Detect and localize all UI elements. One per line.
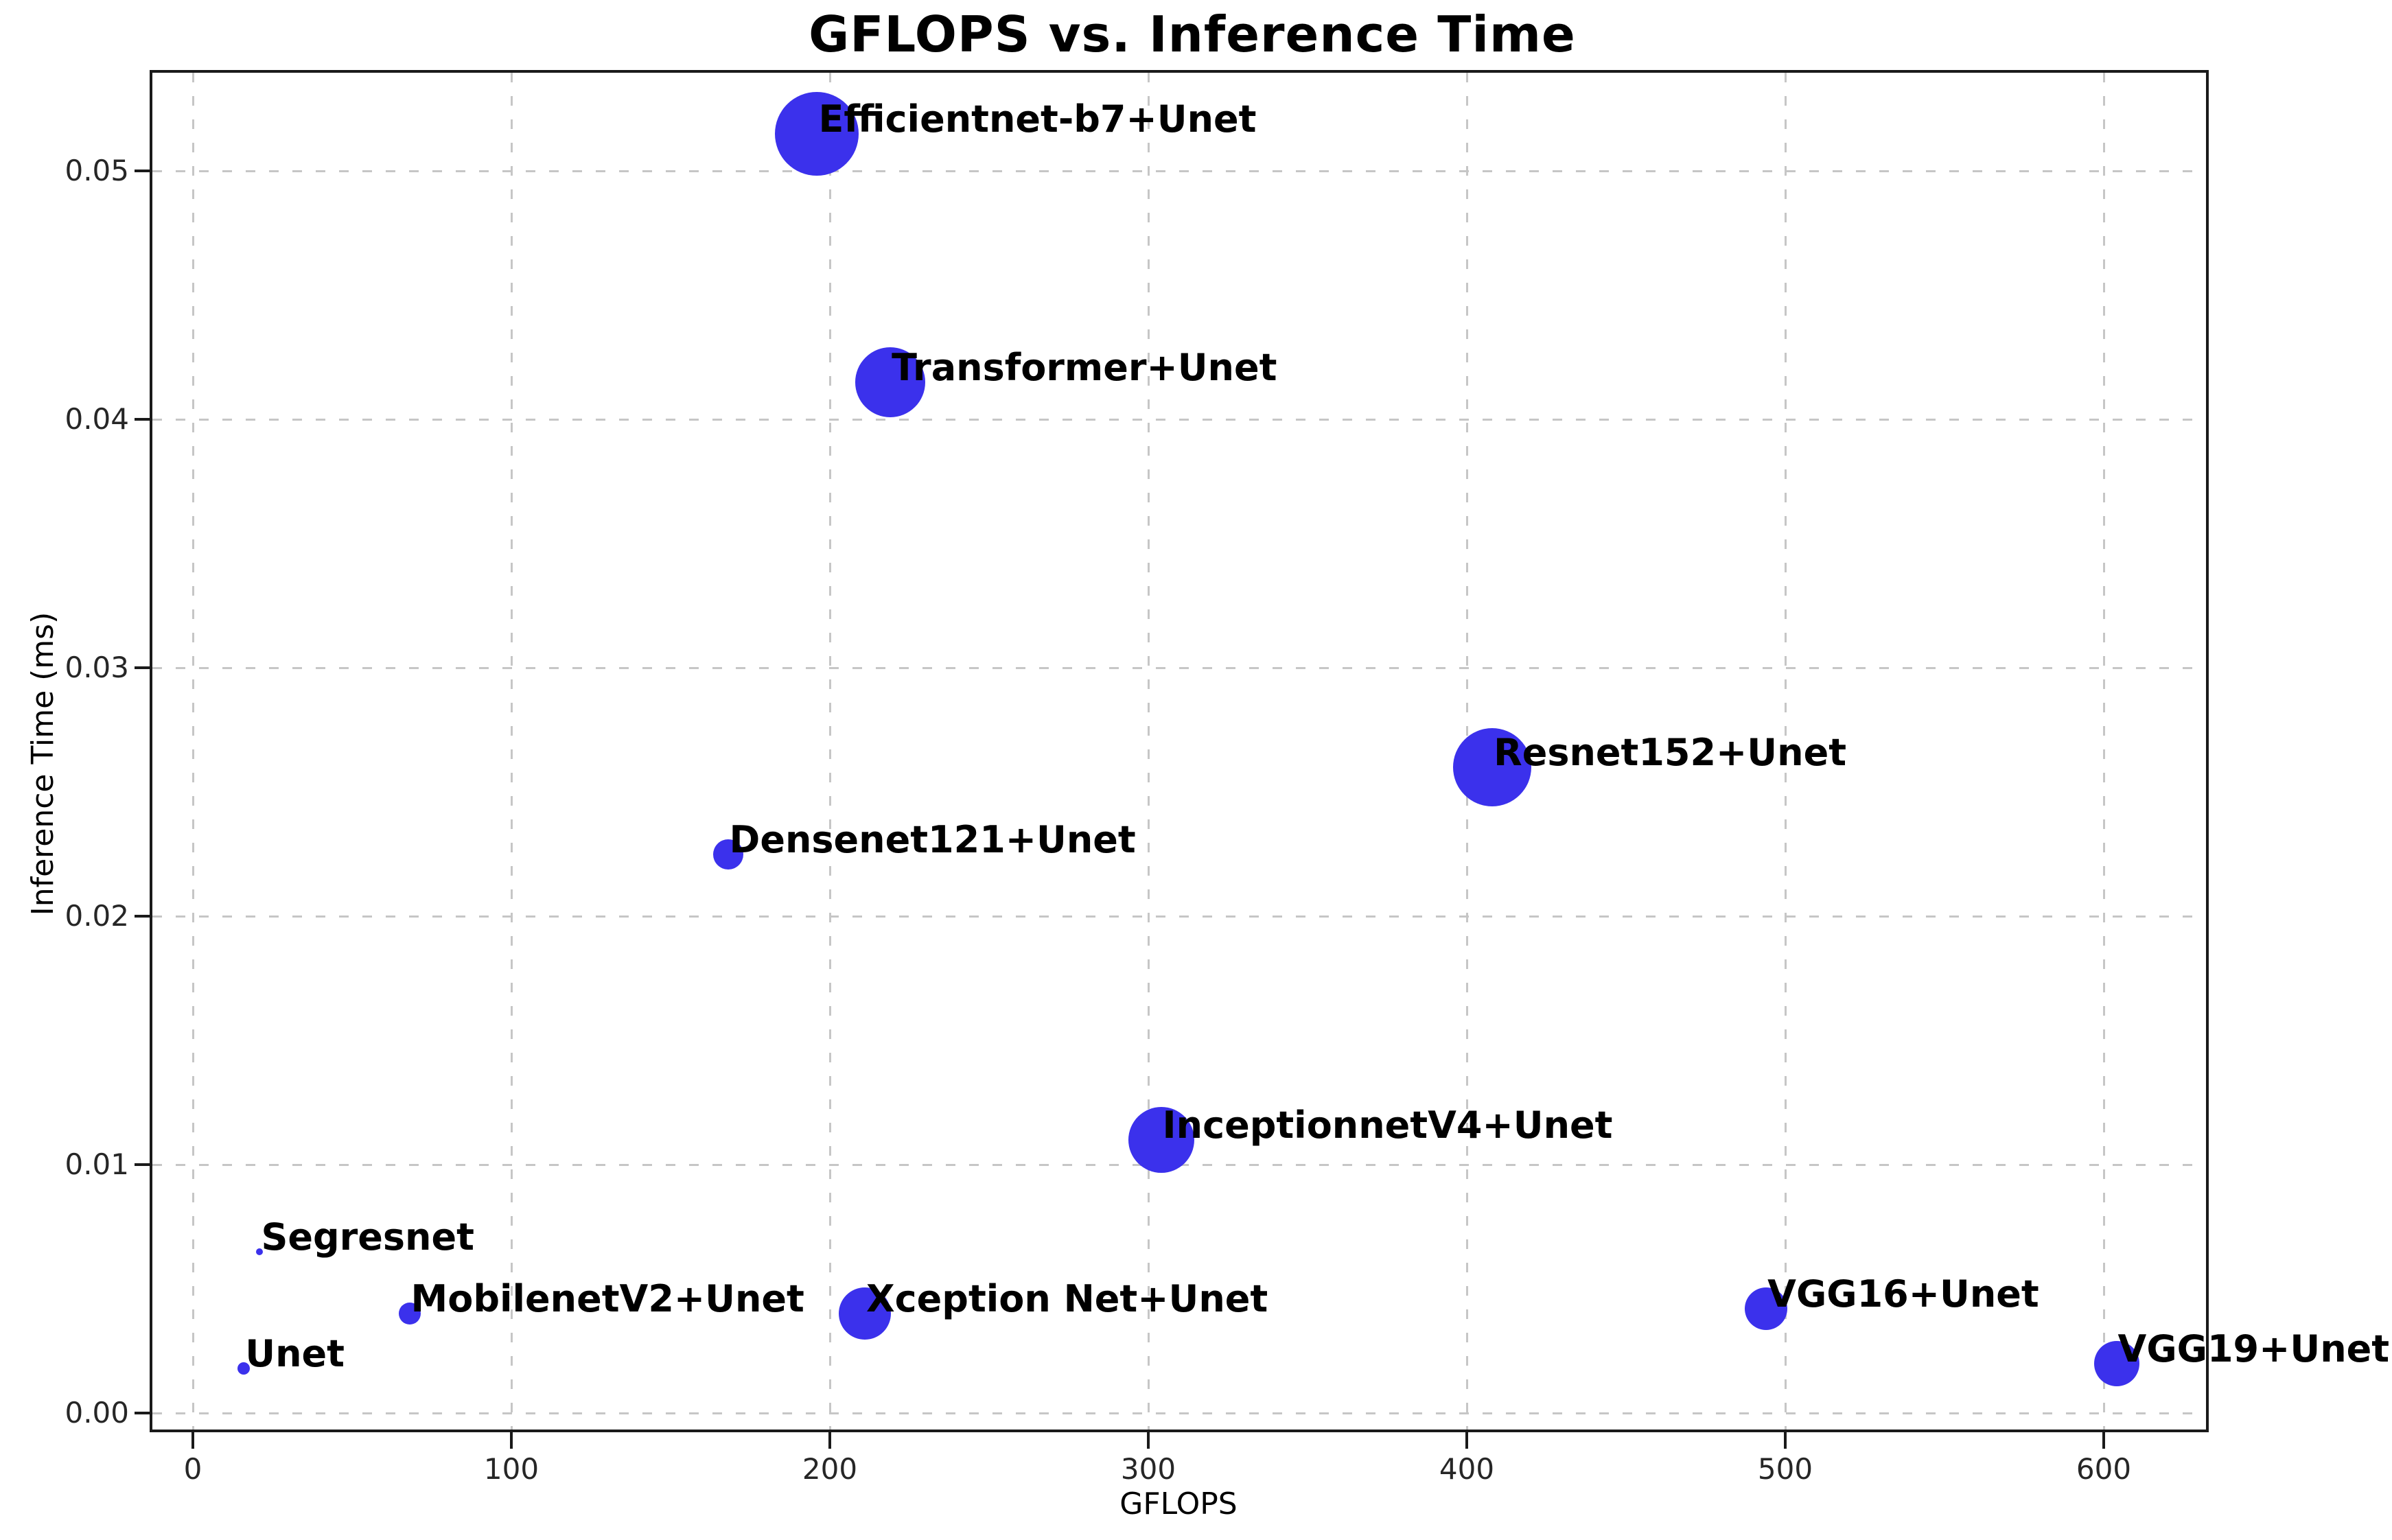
point-label-efficientnet-b7-unet: Efficientnet-b7+Unet <box>818 97 1257 141</box>
point-label-densenet121-unet: Densenet121+Unet <box>729 817 1136 861</box>
x-tick-label-200: 200 <box>802 1452 858 1486</box>
plot-area <box>150 70 2209 1432</box>
gridline-x-500 <box>1785 73 1787 1430</box>
data-point-segresnet <box>256 1248 264 1255</box>
x-tick-600 <box>2102 1432 2105 1449</box>
y-tick-0.01 <box>135 1163 151 1166</box>
data-point-mobilenetv2-unet <box>398 1303 421 1325</box>
point-label-xception-net-unet: Xception Net+Unet <box>866 1277 1268 1321</box>
x-axis-label: GFLOPS <box>1119 1486 1238 1521</box>
point-label-inceptionnetv4-unet: InceptionnetV4+Unet <box>1162 1103 1613 1147</box>
gridline-y-0.00 <box>152 1412 2206 1414</box>
data-point-xception-net-unet <box>839 1287 892 1340</box>
x-tick-label-500: 500 <box>1757 1452 1813 1486</box>
y-tick-label-0.03: 0.03 <box>65 651 129 684</box>
gridline-y-0.05 <box>152 170 2206 172</box>
x-tick-label-0: 0 <box>183 1452 202 1486</box>
x-tick-500 <box>1784 1432 1787 1449</box>
gridline-x-600 <box>2103 73 2105 1430</box>
y-tick-0.03 <box>135 666 151 669</box>
x-tick-0 <box>191 1432 194 1449</box>
gridline-x-100 <box>511 73 513 1430</box>
x-tick-200 <box>828 1432 831 1449</box>
point-label-resnet152-unet: Resnet152+Unet <box>1494 730 1847 774</box>
x-tick-400 <box>1465 1432 1468 1449</box>
y-tick-label-0.02: 0.02 <box>65 899 129 933</box>
y-tick-0.02 <box>135 915 151 918</box>
data-point-vgg19-unet <box>2093 1340 2139 1386</box>
gridline-x-300 <box>1148 73 1150 1430</box>
x-tick-label-600: 600 <box>2076 1452 2132 1486</box>
y-tick-label-0.00: 0.00 <box>65 1396 129 1430</box>
point-label-vgg16-unet: VGG16+Unet <box>1767 1272 2039 1316</box>
gridline-y-0.03 <box>152 667 2206 669</box>
gridline-y-0.04 <box>152 419 2206 421</box>
y-tick-label-0.01: 0.01 <box>65 1147 129 1181</box>
x-tick-300 <box>1147 1432 1150 1449</box>
data-point-efficientnet-b7-unet <box>775 91 859 176</box>
y-tick-label-0.05: 0.05 <box>65 154 129 187</box>
point-label-segresnet: Segresnet <box>261 1215 474 1259</box>
data-point-transformer-unet <box>855 347 926 417</box>
x-tick-label-300: 300 <box>1120 1452 1176 1486</box>
x-tick-label-100: 100 <box>483 1452 539 1486</box>
point-label-mobilenetv2-unet: MobilenetV2+Unet <box>410 1277 804 1321</box>
point-label-transformer-unet: Transformer+Unet <box>892 345 1277 389</box>
x-tick-100 <box>510 1432 513 1449</box>
point-label-unet: Unet <box>245 1331 345 1375</box>
data-point-inceptionnetv4-unet <box>1128 1106 1194 1173</box>
y-tick-label-0.04: 0.04 <box>65 402 129 436</box>
y-tick-0.00 <box>135 1412 151 1414</box>
chart-title: GFLOPS vs. Inference Time <box>809 5 1576 63</box>
gridline-x-200 <box>829 73 831 1430</box>
y-tick-0.05 <box>135 170 151 172</box>
y-tick-0.04 <box>135 418 151 421</box>
data-point-resnet152-unet <box>1453 727 1532 806</box>
x-tick-label-400: 400 <box>1439 1452 1495 1486</box>
data-point-densenet121-unet <box>712 839 743 870</box>
point-label-vgg19-unet: VGG19+Unet <box>2117 1327 2390 1370</box>
gridline-x-0 <box>192 73 194 1430</box>
gridline-y-0.02 <box>152 915 2206 918</box>
data-point-unet <box>237 1362 251 1375</box>
data-point-vgg16-unet <box>1745 1287 1788 1330</box>
